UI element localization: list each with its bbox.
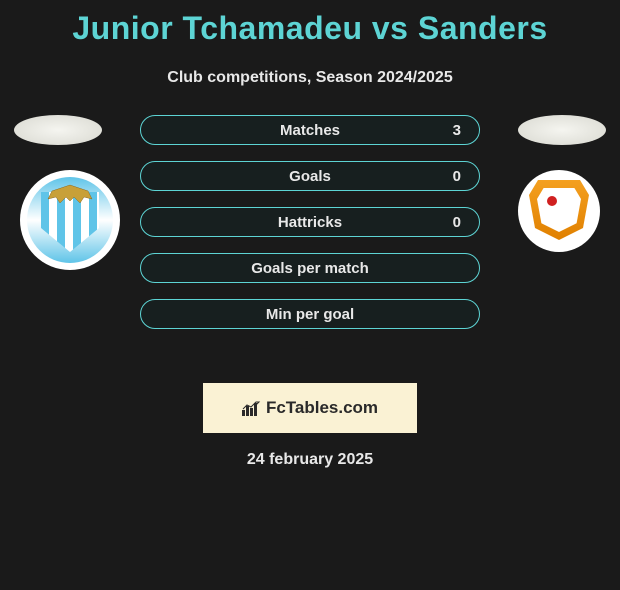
right-player-ellipse [518,115,606,145]
stat-label: Min per goal [266,306,354,323]
colchester-badge-icon [27,177,113,263]
stat-label: Goals [289,168,331,185]
stat-value: 0 [453,168,461,185]
stat-row-matches: Matches 3 [140,115,480,145]
stat-label: Hattricks [278,214,342,231]
stat-value: 3 [453,122,461,139]
date-label: 24 february 2025 [0,451,620,469]
stat-row-goals: Goals 0 [140,161,480,191]
left-player-ellipse [14,115,102,145]
mkdons-badge-icon [526,178,592,244]
stat-row-min-per-goal: Min per goal [140,299,480,329]
stat-label: Goals per match [251,260,369,277]
stat-label: Matches [280,122,340,139]
left-team-badge [20,170,120,270]
bars-icon [242,400,262,416]
logo-text: FcTables.com [242,398,378,418]
stat-row-hattricks: Hattricks 0 [140,207,480,237]
stat-value: 0 [453,214,461,231]
eagle-icon [42,183,98,211]
fctables-logo: FcTables.com [203,383,417,433]
comparison-area: Matches 3 Goals 0 Hattricks 0 Goals per … [0,115,620,375]
stat-bars-container: Matches 3 Goals 0 Hattricks 0 Goals per … [140,115,480,345]
stat-row-goals-per-match: Goals per match [140,253,480,283]
subtitle: Club competitions, Season 2024/2025 [0,69,620,87]
right-team-badge [518,170,600,252]
page-title: Junior Tchamadeu vs Sanders [0,10,620,47]
logo-label: FcTables.com [266,398,378,418]
